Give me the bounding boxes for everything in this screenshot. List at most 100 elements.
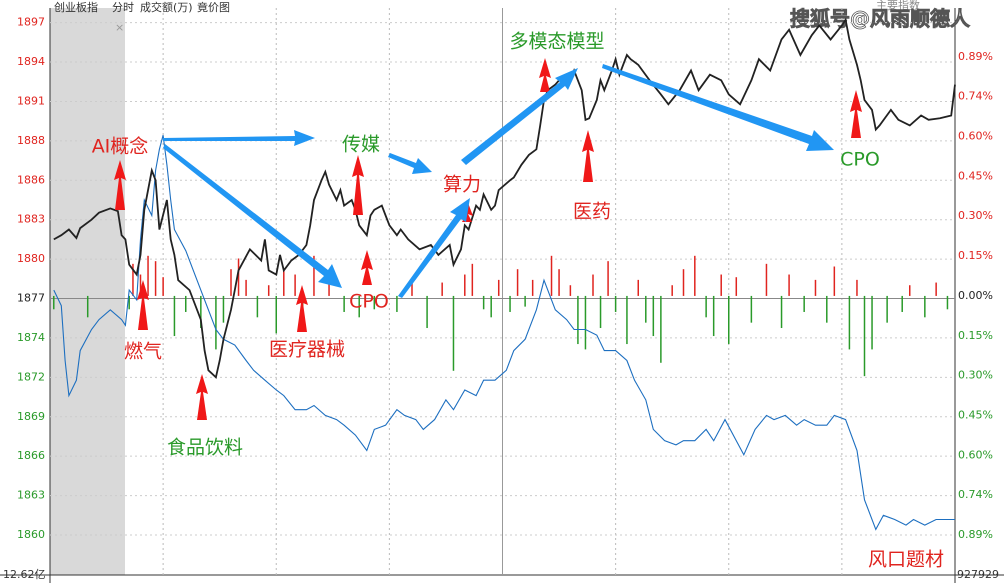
- y-tick-label: 1860: [17, 528, 45, 541]
- bar: [358, 295, 360, 318]
- annotation: 食品饮料: [167, 437, 243, 459]
- bar: [863, 295, 866, 377]
- bar: [826, 295, 828, 323]
- bar: [452, 295, 455, 371]
- y2-tick-label: 0.45%: [958, 169, 993, 182]
- bar: [671, 285, 673, 296]
- bar: [147, 255, 149, 296]
- bar: [343, 295, 345, 312]
- bar: [162, 277, 164, 296]
- bar: [584, 295, 587, 350]
- bar: [901, 295, 903, 312]
- bar: [132, 263, 134, 296]
- volume-right: 927929: [957, 568, 999, 581]
- bar: [524, 295, 526, 307]
- y-tick-label: 1872: [17, 370, 45, 383]
- bar: [720, 274, 722, 296]
- bar: [516, 269, 519, 296]
- annotation: 风口题材: [868, 549, 944, 571]
- y-tick-label: 1869: [17, 410, 45, 423]
- y2-tick-label: 0.89%: [958, 528, 993, 541]
- bar: [886, 295, 888, 323]
- bar: [694, 255, 696, 296]
- bar: [53, 295, 55, 310]
- annotation: 医药: [573, 201, 611, 223]
- bar: [200, 295, 202, 329]
- bar: [856, 279, 858, 296]
- bar: [946, 295, 949, 310]
- annotation: CPO: [349, 291, 389, 313]
- bar: [626, 295, 628, 345]
- bar: [833, 266, 836, 296]
- y2-tick-label: 0.00%: [958, 289, 993, 302]
- bar: [128, 295, 130, 310]
- bar: [814, 279, 817, 296]
- bar: [86, 295, 89, 318]
- bar: [682, 269, 685, 296]
- bar: [482, 295, 485, 310]
- bar: [577, 295, 579, 345]
- annotation: 算力: [443, 174, 481, 196]
- y2-tick-label: 0.30%: [958, 209, 993, 222]
- y-tick-label: 1883: [17, 213, 45, 226]
- bar: [660, 295, 662, 363]
- panel-label: 主要指数: [876, 0, 920, 12]
- bar: [154, 261, 157, 296]
- bar: [652, 295, 655, 337]
- y2-tick-label: 0.89%: [958, 50, 993, 63]
- auction-shade: [50, 8, 125, 575]
- y2-tick-label: 0.74%: [958, 90, 993, 103]
- bar: [569, 285, 572, 296]
- bar: [803, 295, 805, 312]
- y-tick-label: 1877: [17, 292, 45, 305]
- annotation: 燃气: [124, 341, 162, 363]
- y-tick-label: 1880: [17, 252, 45, 265]
- close-icon: ×: [115, 21, 124, 34]
- bar: [275, 295, 277, 334]
- bar: [471, 263, 474, 296]
- bar: [780, 295, 783, 329]
- price-line: [53, 17, 956, 380]
- bar: [735, 277, 738, 296]
- bar: [558, 269, 560, 296]
- y2-tick-label: 0.60%: [958, 130, 993, 143]
- bar: [373, 295, 376, 310]
- annotation: 多模态模型: [509, 31, 604, 53]
- bar: [230, 269, 232, 296]
- y2-tick-label: 0.15%: [958, 249, 993, 262]
- bar: [788, 274, 790, 296]
- y2-tick-label: 0.30%: [958, 369, 993, 382]
- bar: [497, 279, 500, 296]
- annotation: AI概念: [92, 135, 149, 158]
- bar: [531, 279, 534, 296]
- header-item: 成交额(万): [140, 0, 193, 14]
- bar: [750, 295, 753, 323]
- header-item: 分时: [112, 1, 134, 14]
- bar: [645, 295, 647, 323]
- index-title: 创业板指: [54, 0, 98, 14]
- y-tick-label: 1894: [17, 55, 45, 68]
- arrows: [114, 58, 862, 420]
- bar: [848, 295, 851, 350]
- annotation: 传媒: [342, 134, 380, 156]
- bar: [705, 295, 707, 318]
- bar: [592, 274, 594, 296]
- bar: [222, 295, 225, 323]
- bar: [411, 279, 413, 296]
- bar: [637, 279, 639, 296]
- header-item: 竟价图: [197, 1, 230, 14]
- annotation: 医疗器械: [269, 339, 345, 361]
- y-tick-label: 1863: [17, 489, 45, 502]
- bar: [139, 274, 142, 296]
- price-line: [53, 135, 955, 531]
- y2-tick-label: 0.74%: [958, 488, 993, 501]
- bar: [185, 295, 187, 312]
- bar: [490, 295, 492, 318]
- bar: [599, 295, 602, 329]
- bar: [909, 285, 911, 296]
- bar: [313, 255, 315, 296]
- y-tick-label: 1897: [17, 16, 45, 29]
- bar: [924, 295, 926, 318]
- y2-tick-label: 0.60%: [958, 448, 993, 461]
